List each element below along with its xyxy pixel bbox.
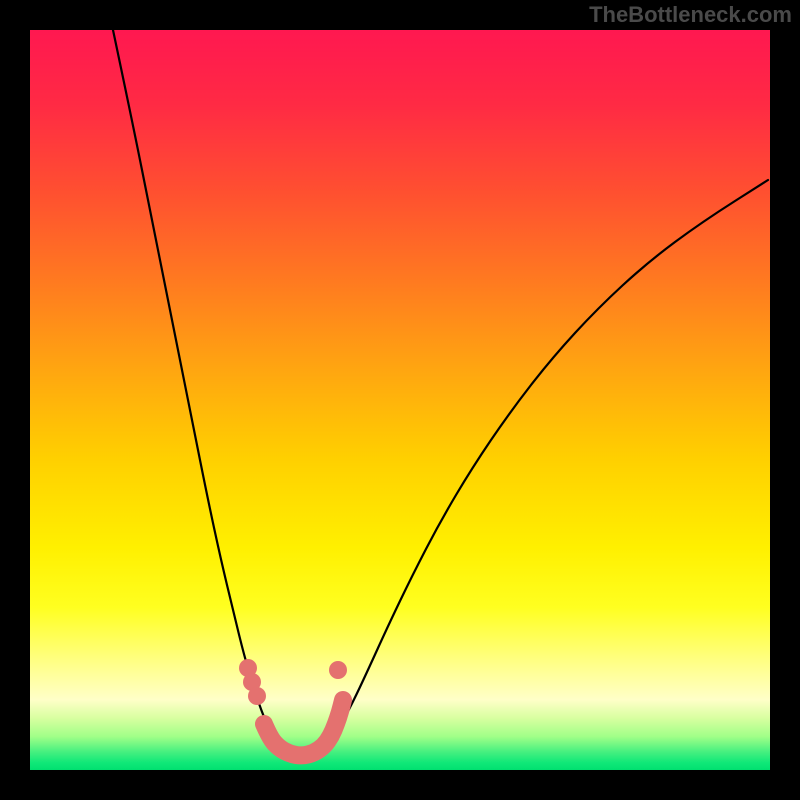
marker-dot-3 (329, 661, 347, 679)
chart-frame: TheBottleneck.com (0, 0, 800, 800)
bottleneck-chart (0, 0, 800, 800)
watermark-text: TheBottleneck.com (589, 2, 792, 28)
marker-dot-2 (248, 687, 266, 705)
